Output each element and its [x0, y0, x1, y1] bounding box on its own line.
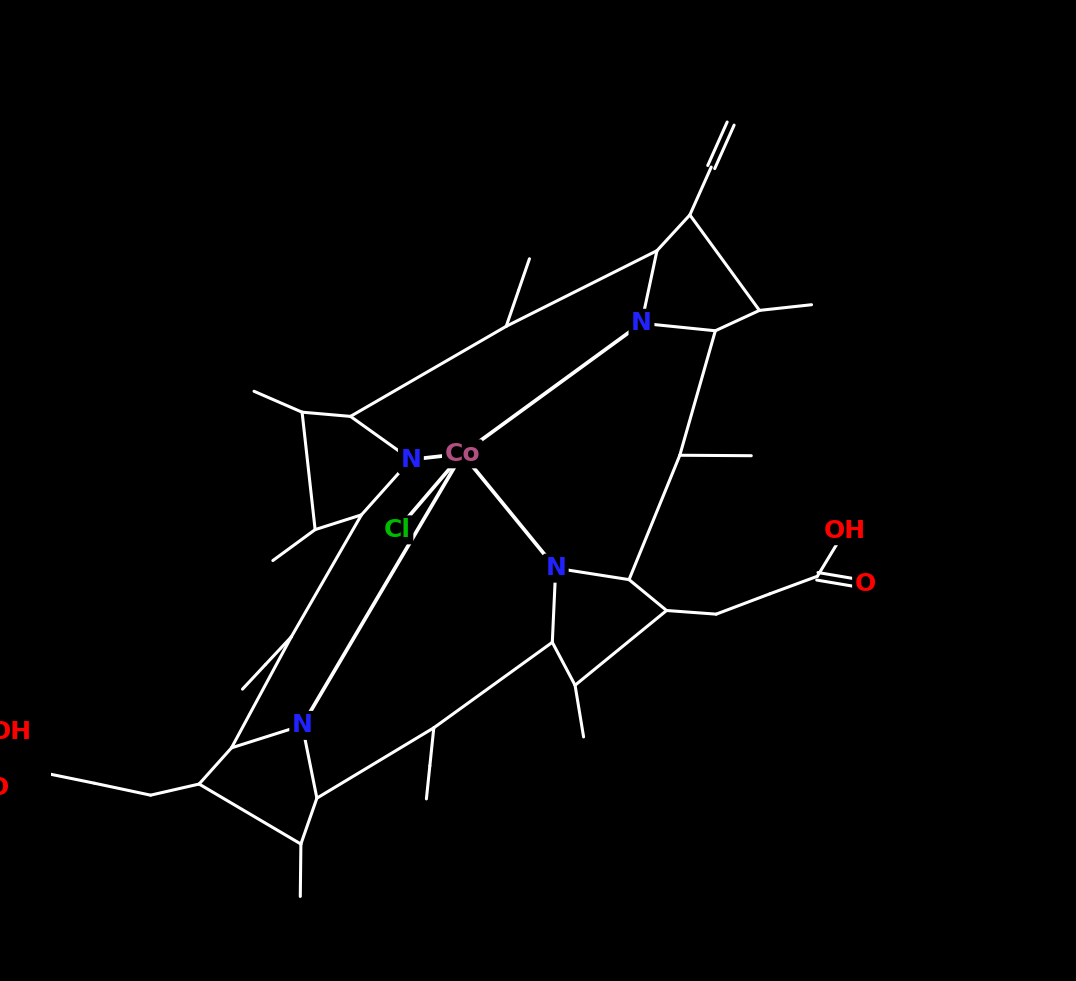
Text: Cl: Cl	[384, 518, 411, 542]
Text: O: O	[0, 776, 10, 800]
Text: O: O	[854, 572, 876, 596]
Text: OH: OH	[0, 720, 32, 745]
Text: N: N	[292, 713, 313, 738]
Text: OH: OH	[824, 519, 866, 542]
Text: N: N	[400, 447, 422, 472]
Text: N: N	[546, 556, 566, 580]
Text: Co: Co	[444, 441, 480, 466]
Text: N: N	[631, 311, 652, 336]
